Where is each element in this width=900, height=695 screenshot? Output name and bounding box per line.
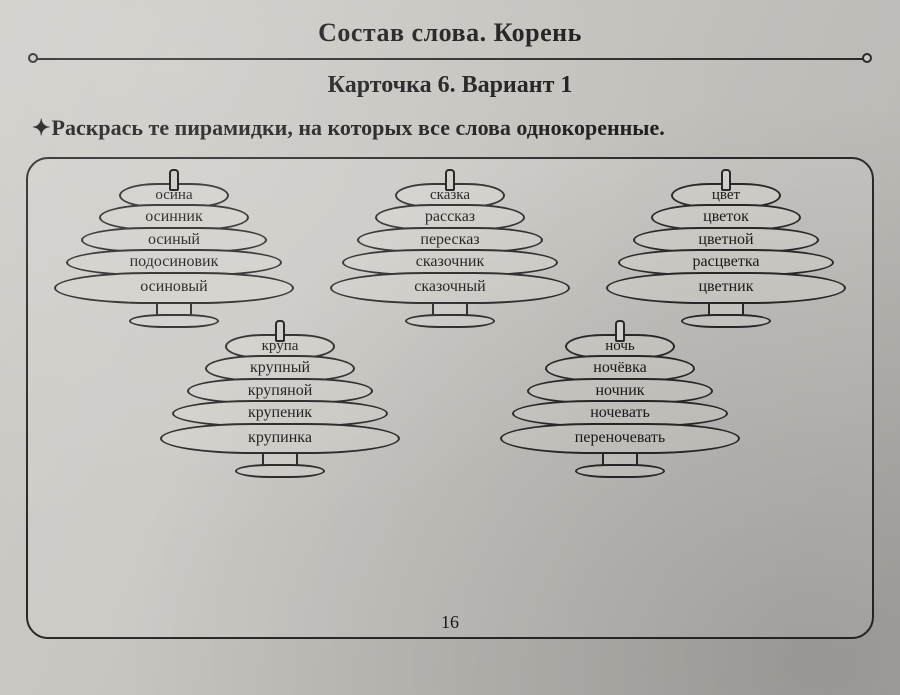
pyramid-1: осина осинник осиный подосиновик осиновы… xyxy=(44,169,304,328)
pyramids-row-top: осина осинник осиный подосиновик осиновы… xyxy=(36,169,864,328)
pyramid-peg xyxy=(721,169,731,191)
page-title: Состав слова. Корень xyxy=(24,18,876,48)
pyramids-row-bottom: крупа крупный крупяной крупеник крупинка… xyxy=(36,320,864,479)
instruction-bullet-icon: ✦ xyxy=(32,113,46,143)
pyramid-base-foot xyxy=(405,314,495,328)
pyramid-4: крупа крупный крупяной крупеник крупинка xyxy=(150,320,410,479)
pyramid-3: цвет цветок цветной расцветка цветник xyxy=(596,169,856,328)
title-divider xyxy=(30,52,870,66)
pyramid-peg xyxy=(275,320,285,342)
divider-dot-right xyxy=(862,53,872,63)
pyramid-ring: осиновый xyxy=(54,272,294,304)
pyramid-2: сказка рассказ пересказ сказочник сказоч… xyxy=(320,169,580,328)
instruction-text: ✦ Раскрась те пирамидки, на которых все … xyxy=(32,113,868,143)
pyramid-peg xyxy=(615,320,625,342)
exercise-panel: осина осинник осиный подосиновик осиновы… xyxy=(26,157,874,639)
pyramid-ring: цветник xyxy=(606,272,846,304)
card-line: Карточка 6. Вариант 1 xyxy=(24,72,876,99)
divider-dot-left xyxy=(28,53,38,63)
pyramid-peg xyxy=(169,169,179,191)
pyramid-peg xyxy=(445,169,455,191)
instruction-body: Раскрась те пирамидки, на которых все сл… xyxy=(52,115,665,140)
pyramid-base-foot xyxy=(235,464,325,478)
pyramid-ring: крупинка xyxy=(160,423,400,455)
pyramid-5: ночь ночёвка ночник ночевать переночеват… xyxy=(490,320,750,479)
pyramid-ring: переночевать xyxy=(500,423,740,455)
pyramid-ring: сказочный xyxy=(330,272,570,304)
pyramid-base-foot xyxy=(575,464,665,478)
page-number: 16 xyxy=(28,612,872,633)
worksheet-page: Состав слова. Корень Карточка 6. Вариант… xyxy=(0,0,900,695)
